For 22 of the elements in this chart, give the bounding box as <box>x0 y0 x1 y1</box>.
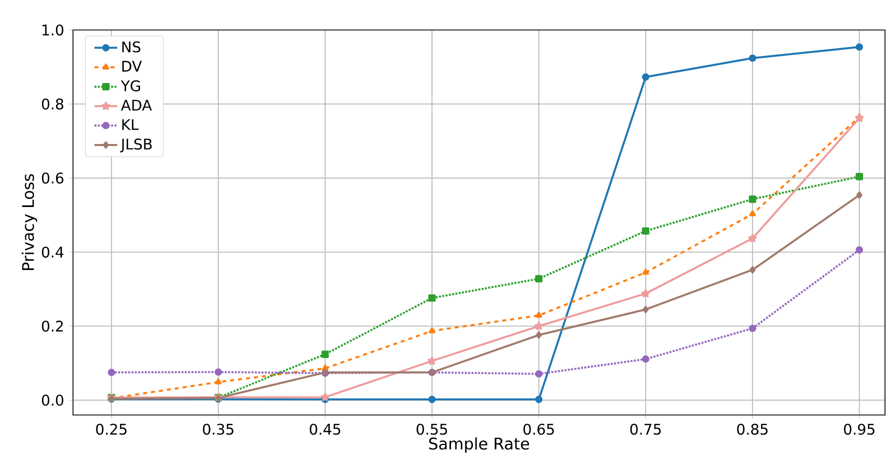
x-tick-label: 0.35 <box>202 424 234 435</box>
x-tick-label: 0.55 <box>416 424 448 435</box>
x-tick-label: 0.75 <box>630 424 661 435</box>
y-tick-label: 0.8 <box>42 98 64 110</box>
legend-label: DV <box>122 60 142 72</box>
x-tick-label: 0.85 <box>737 424 768 435</box>
y-tick-label: 0.2 <box>42 320 63 332</box>
x-axis-title: Sample Rate <box>429 437 530 453</box>
legend-label: YG <box>120 80 140 92</box>
legend-label: NS <box>122 41 140 52</box>
y-tick-label: 0.6 <box>42 172 64 184</box>
x-tick-label: 0.95 <box>844 424 874 435</box>
x-tick-label: 0.25 <box>96 424 127 435</box>
x-tick-label: 0.65 <box>523 424 554 435</box>
legend-label: ADA <box>120 100 152 111</box>
y-tick-label: 0.4 <box>42 246 64 258</box>
legend-label: KL <box>122 119 139 130</box>
y-tick-label: 1.0 <box>42 24 64 36</box>
y-axis-title: Privacy Loss <box>22 174 38 270</box>
x-tick-label: 0.45 <box>310 424 340 435</box>
y-tick-label: 0.0 <box>42 394 64 406</box>
legend-label: JLSB <box>120 138 152 152</box>
